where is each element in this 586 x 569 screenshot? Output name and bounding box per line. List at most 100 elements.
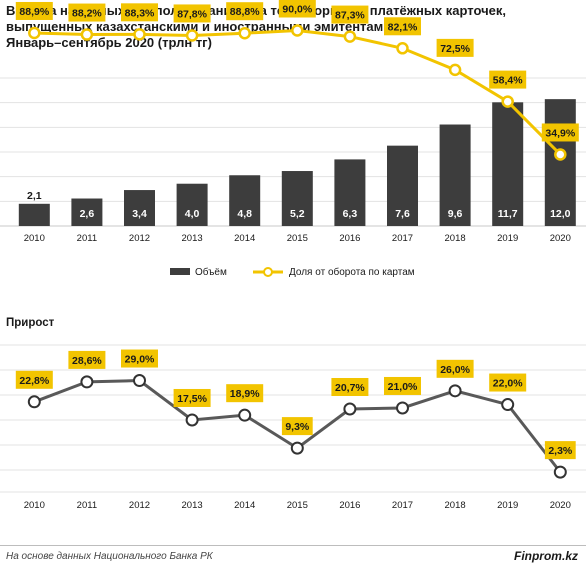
growth-label-2013-bg: [173, 388, 211, 407]
growth-point-2010: [27, 395, 41, 409]
bar-label-2010: 2,1: [27, 190, 42, 202]
share-label-2014: 88,8%: [226, 2, 264, 21]
share-point-2018: [448, 63, 462, 77]
bar-2011: [71, 198, 103, 226]
growth-x-tick-2013: 2013: [182, 500, 203, 511]
bar-2018: [439, 124, 471, 226]
share-label-2013-bg: [173, 4, 211, 23]
growth-point-2017: [396, 401, 409, 415]
bar-label-2020: 12,0: [550, 208, 571, 220]
growth-x-tick-2017: 2017: [392, 500, 413, 511]
growth-point-2019: [501, 398, 515, 412]
growth-label-2015-text: 9,3%: [285, 421, 310, 433]
legend-bar-label: Объём: [195, 266, 227, 278]
bar-label-2018: 9,6: [448, 208, 463, 220]
growth-label-2010-text: 22,8%: [19, 375, 49, 387]
growth-label-2016-bg: [331, 377, 369, 396]
share-point-2010: [28, 26, 41, 40]
share-point-2020: [554, 148, 567, 161]
growth-label-2013: 17,5%: [173, 388, 211, 407]
footer-source: На основе данных Национального Банка РК: [6, 551, 213, 562]
x-tick-2014: 2014: [234, 233, 255, 244]
share-label-2015-bg: [278, 0, 316, 18]
growth-x-tick-2015: 2015: [287, 500, 308, 511]
share-label-2012-text: 88,3%: [125, 7, 155, 19]
growth-label-2011-bg: [68, 350, 106, 369]
bar-label-2016: 6,3: [343, 208, 358, 220]
growth-label-2011-text: 28,6%: [72, 355, 102, 367]
footer-divider: [0, 545, 586, 546]
share-point-2017: [396, 42, 409, 55]
share-label-2018: 72,5%: [436, 38, 474, 57]
share-label-2020: 34,9%: [541, 123, 579, 142]
share-point-2012: [133, 28, 146, 41]
growth-label-2017: 21,0%: [384, 376, 421, 395]
share-point-2013: [185, 29, 199, 42]
share-label-2010-text: 88,9%: [19, 6, 49, 18]
growth-point-2012: [133, 374, 146, 388]
growth-chart: Прирост 22,8% 28,6% 29,0% 17,5% 18,9% 9,3% 20,7…: [0, 317, 586, 511]
share-point-2019: [501, 95, 514, 108]
share-label-2013: 87,8%: [173, 4, 211, 23]
x-tick-2012: 2012: [129, 233, 150, 244]
legend-line-marker: [263, 267, 273, 277]
share-point-2015: [291, 24, 304, 37]
growth-label-2016: 20,7%: [331, 377, 369, 396]
bar-2010: [18, 203, 50, 226]
growth-x-tick-2016: 2016: [339, 500, 360, 511]
bar-2020: [544, 99, 576, 226]
growth-label-2014-bg: [226, 384, 264, 403]
growth-point-2014: [238, 408, 252, 422]
growth-x-tick-2014: 2014: [234, 500, 255, 511]
share-label-2019: 58,4%: [489, 70, 527, 89]
growth-label-2018-text: 26,0%: [440, 364, 470, 376]
share-label-2010-bg: [15, 1, 53, 20]
growth-x-tick-2012: 2012: [129, 500, 150, 511]
share-label-2018-bg: [436, 38, 474, 57]
growth-label-2013-text: 17,5%: [177, 393, 207, 405]
share-point-2016: [343, 30, 357, 43]
growth-label-2016-text: 20,7%: [335, 382, 365, 394]
share-label-2017: 82,1%: [384, 17, 421, 36]
bar-label-2011: 2,6: [80, 208, 95, 220]
growth-label-2018: 26,0%: [436, 359, 474, 378]
growth-label-2012: 29,0%: [121, 349, 158, 368]
share-point-2011: [80, 28, 94, 41]
x-tick-2013: 2013: [182, 233, 203, 244]
growth-label-2010: 22,8%: [15, 370, 53, 389]
growth-point-2013: [185, 413, 199, 427]
growth-x-tick-2011: 2011: [77, 500, 97, 511]
growth-label-2015: 9,3%: [281, 417, 313, 436]
growth-label-2020-bg: [544, 441, 576, 460]
share-label-2016-bg: [331, 5, 369, 24]
growth-title: Прирост: [6, 317, 55, 329]
bar-label-2014: 4,8: [237, 208, 252, 220]
legend-line-label: Доля от оборота по картам: [289, 266, 415, 278]
bar-label-2017: 7,6: [395, 208, 410, 220]
growth-point-2016: [343, 402, 357, 416]
share-label-2014-text: 88,8%: [230, 6, 260, 18]
growth-x-tick-2019: 2019: [497, 500, 518, 511]
share-label-2017-text: 82,1%: [388, 21, 418, 33]
x-tick-2010: 2010: [24, 233, 45, 244]
x-tick-2019: 2019: [497, 233, 518, 244]
share-label-2020-bg: [541, 123, 579, 142]
growth-label-2020-text: 2,3%: [548, 445, 573, 457]
share-label-2016: 87,3%: [331, 5, 369, 24]
share-label-2019-text: 58,4%: [493, 75, 523, 87]
bar-2015: [281, 171, 313, 226]
growth-label-2015-bg: [281, 417, 313, 436]
growth-label-2019-bg: [489, 373, 527, 392]
bar-2012: [124, 190, 155, 226]
bar-label-2019: 11,7: [498, 208, 518, 220]
x-tick-2017: 2017: [392, 233, 413, 244]
volume-share-chart: 2,1 2,6 3,4 4,0 4,8 5,2 6,3 7,6 9,6 11,7 12,0 88,9%…: [0, 0, 586, 278]
x-tick-2020: 2020: [550, 233, 571, 244]
growth-label-2020: 2,3%: [544, 441, 576, 460]
growth-label-2014: 18,9%: [226, 384, 264, 403]
x-tick-2018: 2018: [445, 233, 466, 244]
bar-2019: [492, 102, 524, 226]
title-line-3: Январь–сентябрь 2020 (трлн тг): [6, 35, 212, 50]
share-label-2012: 88,3%: [121, 3, 158, 22]
share-label-2015: 90,0%: [278, 0, 316, 18]
